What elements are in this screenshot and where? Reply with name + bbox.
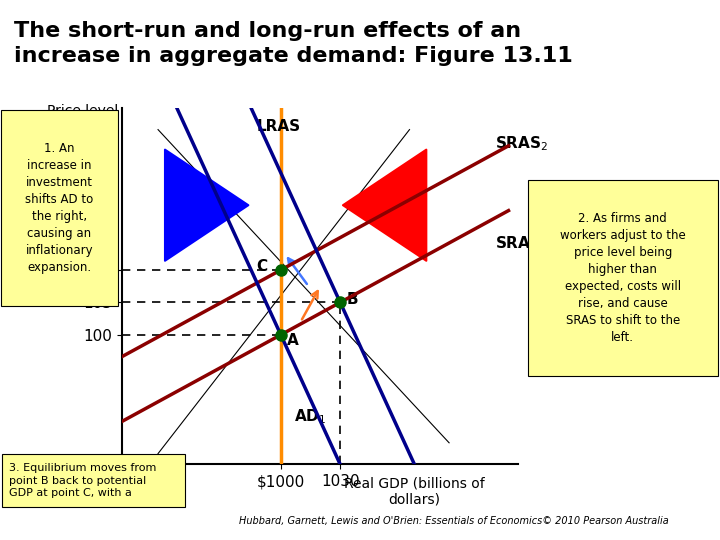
FancyBboxPatch shape — [2, 454, 185, 507]
Text: LRAS: LRAS — [257, 119, 301, 134]
Text: Hubbard, Garnett, Lewis and O'Brien: Essentials of Economics© 2010 Pearson Austr: Hubbard, Garnett, Lewis and O'Brien: Ess… — [239, 516, 668, 526]
Text: A: A — [287, 333, 299, 348]
Text: 1. An
increase in
investment
shifts AD to
the right,
causing an
inflationary
exp: 1. An increase in investment shifts AD t… — [25, 142, 94, 274]
Text: Price level: Price level — [47, 104, 118, 118]
Text: SRAS$_1$: SRAS$_1$ — [495, 234, 548, 253]
FancyBboxPatch shape — [1, 110, 117, 306]
Text: 2. As firms and
workers adjust to the
price level being
higher than
expected, co: 2. As firms and workers adjust to the pr… — [560, 212, 685, 344]
Text: C: C — [256, 259, 267, 274]
Text: The short-run and long-run effects of an
increase in aggregate demand: Figure 13: The short-run and long-run effects of an… — [14, 22, 573, 66]
Text: B: B — [346, 292, 358, 307]
Text: 3. Equilibrium moves from
point B back to potential
GDP at point C, with a: 3. Equilibrium moves from point B back t… — [9, 463, 157, 498]
Text: 0: 0 — [82, 467, 91, 482]
Text: SRAS$_2$: SRAS$_2$ — [495, 134, 548, 153]
FancyBboxPatch shape — [528, 180, 718, 376]
Text: AD$_1$: AD$_1$ — [294, 407, 327, 426]
Text: Real GDP (billions of
dollars): Real GDP (billions of dollars) — [343, 476, 485, 507]
